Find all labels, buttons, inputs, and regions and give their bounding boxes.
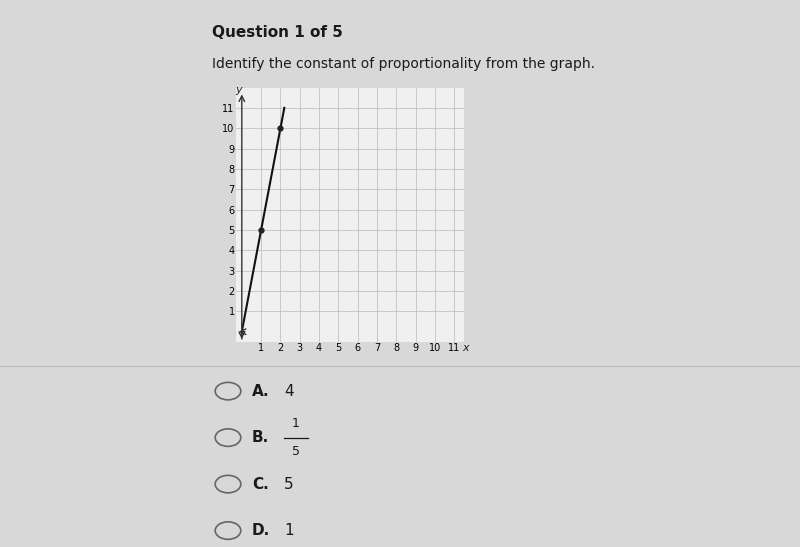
Text: A.: A. bbox=[252, 383, 270, 399]
Text: y: y bbox=[235, 85, 242, 95]
Text: B.: B. bbox=[252, 430, 270, 445]
Text: 1: 1 bbox=[292, 417, 300, 430]
Text: x: x bbox=[462, 343, 470, 353]
Text: D.: D. bbox=[252, 523, 270, 538]
Text: 4: 4 bbox=[284, 383, 294, 399]
Text: 5: 5 bbox=[292, 445, 300, 458]
Text: C.: C. bbox=[252, 476, 269, 492]
Text: Identify the constant of proportionality from the graph.: Identify the constant of proportionality… bbox=[212, 57, 595, 72]
Text: Question 1 of 5: Question 1 of 5 bbox=[212, 25, 343, 39]
Text: 1: 1 bbox=[284, 523, 294, 538]
Text: 5: 5 bbox=[284, 476, 294, 492]
